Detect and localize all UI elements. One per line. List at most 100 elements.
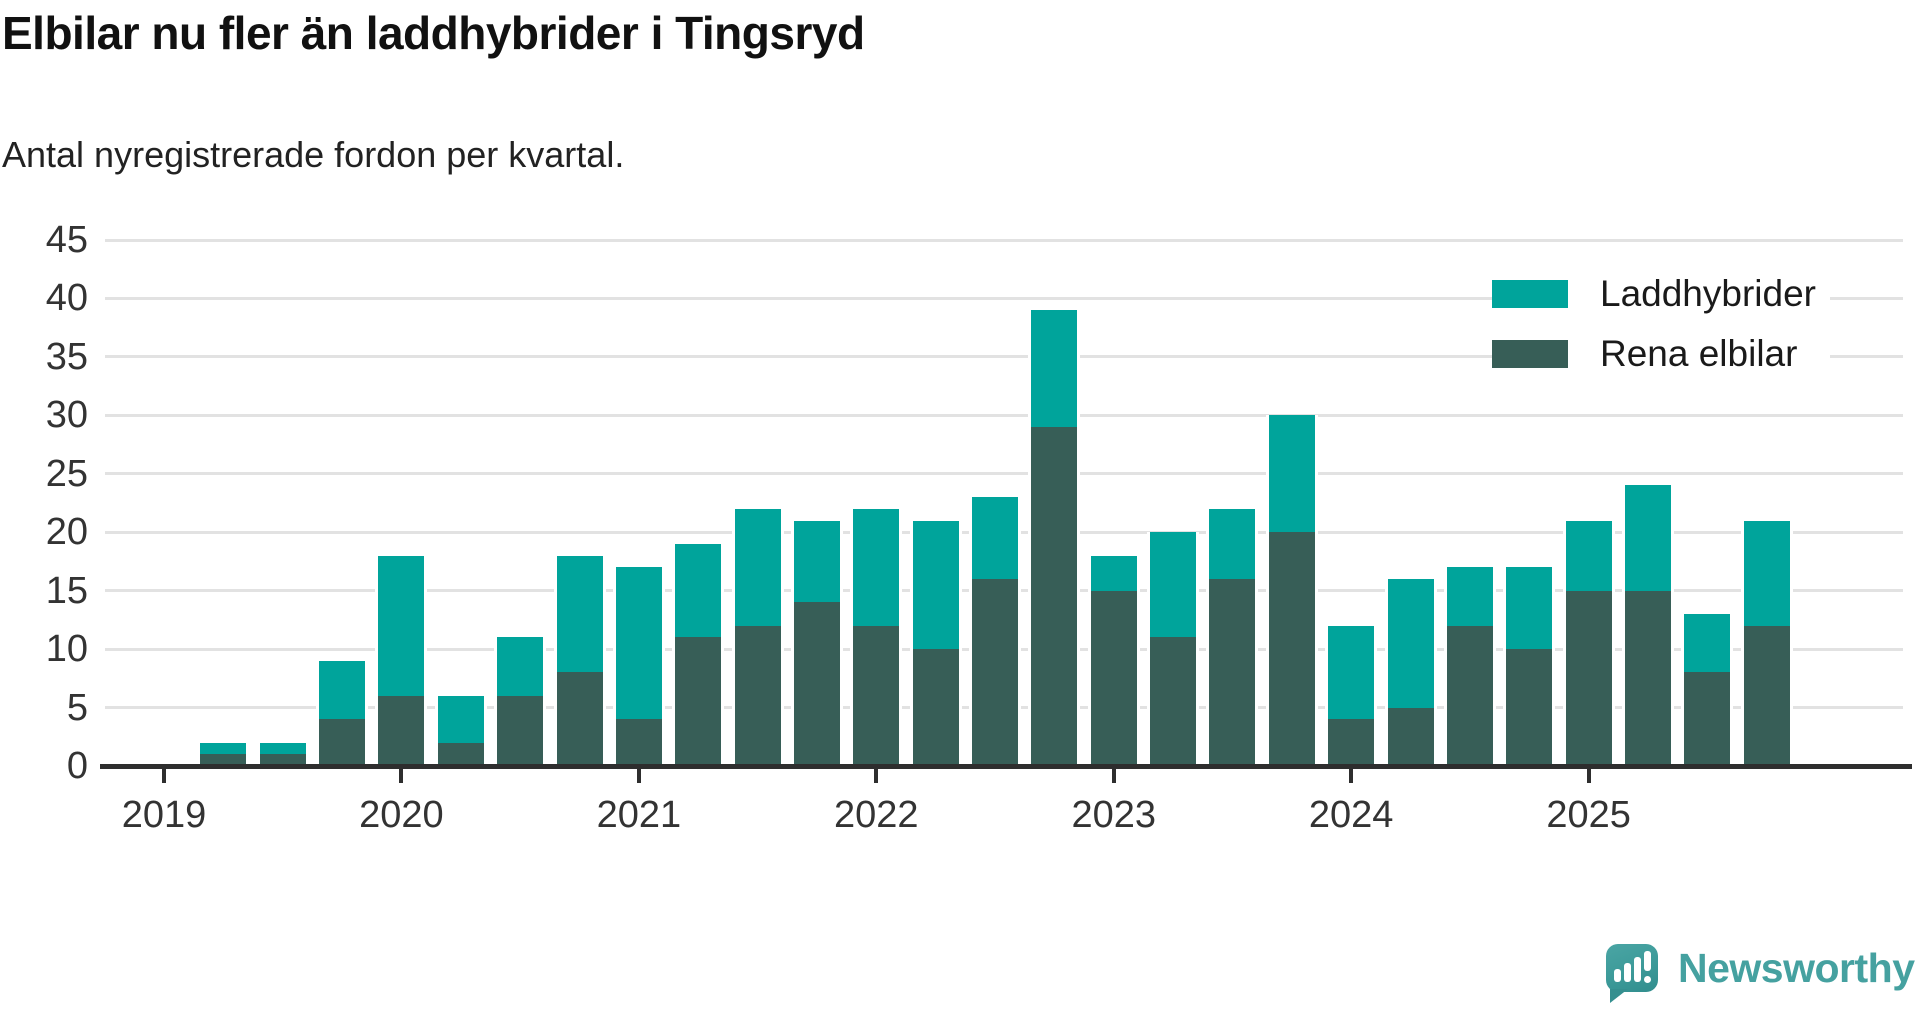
y-axis-label-20: 20 <box>45 511 88 554</box>
bar-segment-rena-elbilar <box>553 672 606 766</box>
y-axis-label-5: 5 <box>66 686 88 729</box>
bar-segment-laddhybrider <box>1562 520 1615 591</box>
gridline-y-45 <box>105 238 1903 242</box>
y-axis-label-45: 45 <box>45 219 88 261</box>
bar-segment-laddhybrider <box>612 567 665 720</box>
bar-segment-rena-elbilar <box>909 649 962 766</box>
gridline-y-40 <box>105 296 1903 300</box>
bar-segment-laddhybrider <box>197 742 250 755</box>
legend-item-laddhybrider: Laddhybrider <box>1492 273 1830 314</box>
logo-exclamation-icon <box>1644 951 1651 971</box>
bar-segment-rena-elbilar <box>1503 649 1556 766</box>
bar-segment-rena-elbilar <box>1384 707 1437 766</box>
bar-segment-laddhybrider <box>1384 578 1437 708</box>
x-axis-line <box>100 764 1912 769</box>
bar-segment-laddhybrider <box>1147 532 1200 638</box>
gridline-y-30 <box>105 413 1903 417</box>
bar-segment-laddhybrider <box>850 508 903 626</box>
legend-swatch-rena-elbilar <box>1492 340 1568 368</box>
x-axis-tick-2021 <box>636 769 641 783</box>
bar-segment-rena-elbilar <box>612 719 665 766</box>
bar-segment-rena-elbilar <box>494 695 547 766</box>
bar-segment-rena-elbilar <box>1087 590 1140 766</box>
y-axis-label-15: 15 <box>45 569 88 612</box>
x-axis-tick-2022 <box>874 769 879 783</box>
bar-segment-rena-elbilar <box>1443 625 1496 766</box>
bar-segment-rena-elbilar <box>316 719 369 766</box>
y-axis-label-10: 10 <box>45 628 88 671</box>
bar-segment-rena-elbilar <box>1681 672 1734 766</box>
x-axis-label-2024: 2024 <box>1308 794 1394 836</box>
bar-segment-laddhybrider <box>553 555 606 673</box>
bar-segment-laddhybrider <box>1325 625 1378 720</box>
newsworthy-logo: Newsworthy <box>1606 944 1915 1003</box>
logo-bar-icon <box>1624 963 1631 982</box>
bar-segment-rena-elbilar <box>790 602 843 766</box>
bar-segment-rena-elbilar <box>197 754 250 766</box>
bar-segment-laddhybrider <box>1028 310 1081 427</box>
logo-exclamation-dot-icon <box>1644 976 1651 983</box>
x-axis-label-2023: 2023 <box>1071 794 1157 836</box>
y-axis-label-35: 35 <box>45 335 88 378</box>
bar-segment-rena-elbilar <box>1206 578 1259 766</box>
bar-segment-rena-elbilar <box>1147 637 1200 766</box>
logo-speech-tail <box>1610 989 1628 1003</box>
bar-segment-rena-elbilar <box>672 637 725 766</box>
bar-segment-laddhybrider <box>1087 555 1140 591</box>
newsworthy-logo-icon <box>1606 944 1658 1003</box>
gridline-y-35 <box>105 355 1903 359</box>
y-axis-label-40: 40 <box>45 277 88 320</box>
bar-segment-rena-elbilar <box>850 625 903 766</box>
bar-segment-laddhybrider <box>375 555 428 696</box>
bar-segment-laddhybrider <box>316 660 369 720</box>
y-axis-label-0: 0 <box>66 745 88 787</box>
bar-segment-rena-elbilar <box>1622 590 1674 766</box>
bar-segment-laddhybrider <box>969 497 1022 579</box>
x-axis-label-2020: 2020 <box>359 794 444 836</box>
legend: Laddhybrider Rena elbilar <box>1492 273 1830 374</box>
gridline-y-25 <box>105 472 1903 476</box>
bar-segment-rena-elbilar <box>434 742 487 766</box>
bar-segment-rena-elbilar <box>1325 719 1378 766</box>
bar-segment-laddhybrider <box>434 695 487 743</box>
bar-segment-laddhybrider <box>1443 567 1496 626</box>
bar-segment-rena-elbilar <box>375 695 428 766</box>
x-axis-tick-2019 <box>162 769 166 783</box>
bar-segment-rena-elbilar <box>731 625 784 766</box>
legend-label-rena-elbilar: Rena elbilar <box>1600 333 1798 374</box>
x-axis-label-2019: 2019 <box>121 794 207 836</box>
x-axis-label-2025: 2025 <box>1546 794 1631 836</box>
x-axis-tick-2020 <box>399 769 404 783</box>
bar-segment-rena-elbilar <box>1028 427 1081 766</box>
y-axis-label-25: 25 <box>45 452 88 495</box>
legend-swatch-laddhybrider <box>1492 280 1568 308</box>
chart-title: Elbilar nu fler än laddhybrider i Tingsr… <box>2 7 865 59</box>
bar-segment-laddhybrider <box>1681 614 1734 673</box>
bar-segment-laddhybrider <box>494 637 547 696</box>
bar-segment-laddhybrider <box>672 543 725 638</box>
bar-segment-laddhybrider <box>731 508 784 626</box>
x-axis-tick-2024 <box>1349 769 1354 783</box>
logo-bar-icon <box>1634 957 1641 982</box>
x-axis-label-2022: 2022 <box>834 794 919 836</box>
legend-item-rena-elbilar: Rena elbilar <box>1492 333 1830 374</box>
y-axis-label-30: 30 <box>45 394 88 437</box>
bar-segment-laddhybrider <box>1265 415 1318 533</box>
bar-segment-laddhybrider <box>790 520 843 603</box>
bar-segment-laddhybrider <box>1622 485 1674 591</box>
bar-segment-rena-elbilar <box>256 754 309 766</box>
bar-segment-rena-elbilar <box>1562 590 1615 766</box>
newsworthy-logo-text: Newsworthy <box>1678 944 1915 991</box>
bar-segment-rena-elbilar <box>1265 532 1318 766</box>
bar-segment-rena-elbilar <box>969 578 1022 766</box>
bar-segment-laddhybrider <box>1503 567 1556 650</box>
bar-segment-laddhybrider <box>1740 520 1793 626</box>
logo-bar-icon <box>1614 969 1621 982</box>
bar-segment-laddhybrider <box>1206 508 1259 579</box>
bar-segment-laddhybrider <box>909 520 962 650</box>
x-axis-label-2021: 2021 <box>596 794 682 836</box>
x-axis-tick-2023 <box>1111 769 1116 783</box>
legend-label-laddhybrider: Laddhybrider <box>1600 273 1816 314</box>
